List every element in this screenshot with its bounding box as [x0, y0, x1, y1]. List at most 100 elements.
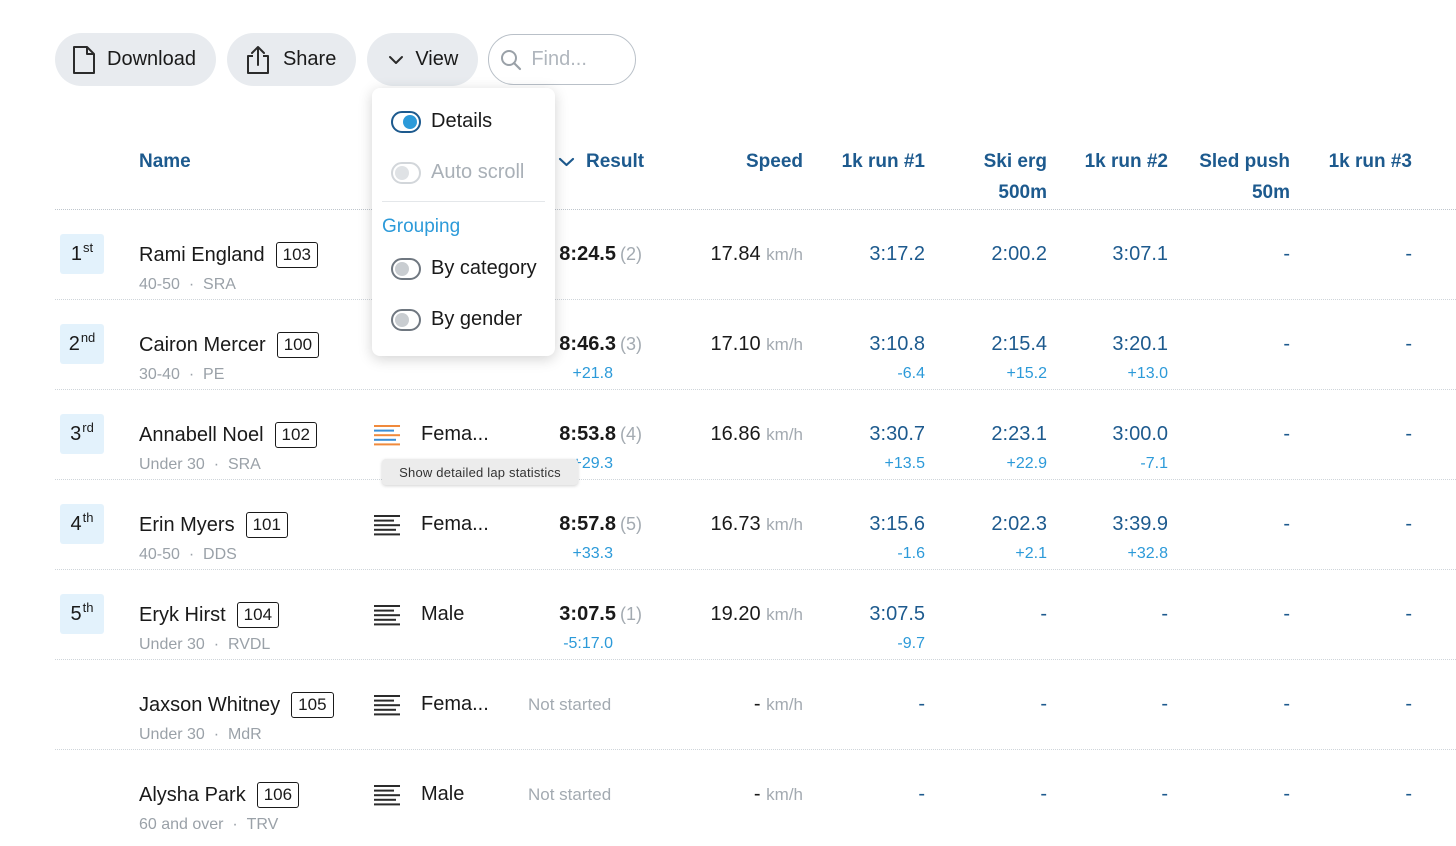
col-split-4[interactable]: Sled push 50m — [1199, 146, 1290, 208]
athlete-category: 30-40 — [139, 366, 180, 383]
lap-stats-icon[interactable] — [373, 784, 401, 808]
split-time-1: 3:10.8 — [869, 333, 925, 355]
split-time-4: - — [1283, 243, 1290, 265]
lap-stats-icon[interactable] — [373, 604, 401, 628]
table-row[interactable]: Alysha Park 106 60 and over · TRV Male Not s… — [55, 750, 1456, 840]
split-time-4: - — [1283, 513, 1290, 535]
result-time: 8:57.8 (5) — [559, 513, 642, 536]
view-button[interactable]: View — [367, 33, 479, 86]
menu-item-details[interactable]: Details — [391, 110, 492, 133]
rank-number: 5 — [70, 602, 82, 625]
split-time-3: 3:00.0 — [1112, 423, 1168, 445]
split-time-5: - — [1405, 513, 1412, 535]
rank-number: 3 — [70, 422, 82, 445]
split-time-3: - — [1161, 693, 1168, 715]
col-split-2[interactable]: Ski erg 500m — [984, 146, 1047, 208]
split-delta-2: +15.2 — [1006, 365, 1047, 382]
athlete-gender: Fema... — [421, 693, 489, 715]
menu-item-by-gender-label: By gender — [431, 308, 523, 330]
chevron-down-icon — [389, 55, 404, 64]
col-split-5[interactable]: 1k run #3 — [1328, 151, 1412, 172]
lap-stats-icon[interactable] — [373, 514, 401, 538]
result-delta: -5:17.0 — [563, 635, 613, 652]
bib-number: 102 — [274, 422, 317, 448]
split-delta-2: +2.1 — [1015, 545, 1047, 562]
athlete-name[interactable]: Erin Myers 101 — [139, 512, 288, 538]
split-time-2: 2:23.1 — [991, 423, 1047, 445]
speed-unit: km/h — [766, 605, 803, 624]
athlete-gender: Fema... — [421, 513, 489, 535]
menu-item-by-gender[interactable]: By gender — [391, 308, 522, 331]
lap-stats-icon[interactable] — [373, 694, 401, 718]
status-not-started: Not started — [528, 785, 612, 804]
split-time-3: 3:20.1 — [1112, 333, 1168, 355]
col-result[interactable]: Result — [558, 146, 644, 177]
athlete-category: Under 30 — [139, 456, 205, 473]
split-time-3: 3:39.9 — [1112, 513, 1168, 535]
speed-value: 17.84 km/h — [711, 243, 803, 266]
menu-item-by-category[interactable]: By category — [391, 257, 537, 280]
speed-value: - km/h — [754, 783, 803, 806]
athlete-name[interactable]: Jaxson Whitney 105 — [139, 692, 334, 718]
athlete-name[interactable]: Annabell Noel 102 — [139, 422, 317, 448]
col-name[interactable]: Name — [139, 151, 191, 172]
col-split-3[interactable]: 1k run #2 — [1084, 151, 1168, 172]
results-table: Name Result Speed 1k run #1 Ski erg 500m… — [55, 130, 1456, 840]
athlete-category: Under 30 — [139, 636, 205, 653]
split-time-2: - — [1040, 603, 1047, 625]
sort-chevron-icon — [558, 157, 575, 166]
athlete-name[interactable]: Rami England 103 — [139, 242, 318, 268]
result-position: (3) — [620, 334, 642, 354]
speed-unit: km/h — [766, 695, 803, 714]
athlete-meta: Under 30 · RVDL — [139, 636, 271, 653]
lap-stats-icon[interactable] — [373, 424, 401, 448]
share-button[interactable]: Share — [226, 33, 357, 86]
athlete-name[interactable]: Alysha Park 106 — [139, 782, 300, 808]
athlete-category: Under 30 — [139, 726, 205, 743]
split-delta-3: +13.0 — [1127, 365, 1168, 382]
by-gender-toggle[interactable] — [391, 308, 421, 331]
result-time: 3:07.5 (1) — [559, 603, 642, 626]
rank-number: 4 — [70, 512, 82, 535]
rank-number: 1 — [70, 242, 82, 265]
athlete-category: 40-50 — [139, 546, 180, 563]
table-row[interactable]: Jaxson Whitney 105 Under 30 · MdR Fema... No… — [55, 660, 1456, 750]
col-result-label: Result — [586, 151, 645, 172]
col-split-1[interactable]: 1k run #1 — [841, 151, 925, 172]
view-label: View — [415, 48, 459, 70]
result-delta: +29.3 — [572, 455, 613, 472]
lap-stats-tooltip: Show detailed lap statistics — [382, 459, 578, 485]
menu-item-auto-scroll: Auto scroll — [391, 161, 524, 184]
bib-number: 101 — [245, 512, 288, 538]
menu-item-details-label: Details — [431, 110, 493, 132]
athlete-name[interactable]: Cairon Mercer 100 — [139, 332, 320, 358]
menu-divider — [382, 201, 545, 202]
details-toggle[interactable] — [391, 110, 421, 133]
result-time: 8:53.8 (4) — [559, 423, 642, 446]
result-time-text: 3:07.5 — [559, 603, 616, 625]
col-speed[interactable]: Speed — [745, 151, 803, 172]
athlete-gender: Male — [421, 783, 465, 805]
rank-suffix: th — [82, 509, 94, 525]
split-time-3: 3:07.1 — [1112, 243, 1168, 265]
split-delta-3: +32.8 — [1127, 545, 1168, 562]
result-time: 8:46.3 (3) — [559, 333, 642, 356]
athlete-name-text: Alysha Park — [139, 783, 246, 806]
speed-unit: km/h — [766, 425, 803, 444]
find-input[interactable] — [531, 48, 622, 71]
menu-item-auto-scroll-label: Auto scroll — [431, 161, 525, 183]
athlete-meta: 60 and over · TRV — [139, 816, 279, 833]
athlete-name[interactable]: Eryk Hirst 104 — [139, 602, 280, 628]
find-box[interactable] — [488, 34, 637, 85]
result-time: 8:24.5 (2) — [559, 243, 642, 266]
download-button[interactable]: Download — [55, 33, 216, 86]
rank-suffix: nd — [80, 329, 96, 345]
by-category-toggle[interactable] — [391, 257, 421, 280]
athlete-meta: Under 30 · SRA — [139, 456, 261, 473]
